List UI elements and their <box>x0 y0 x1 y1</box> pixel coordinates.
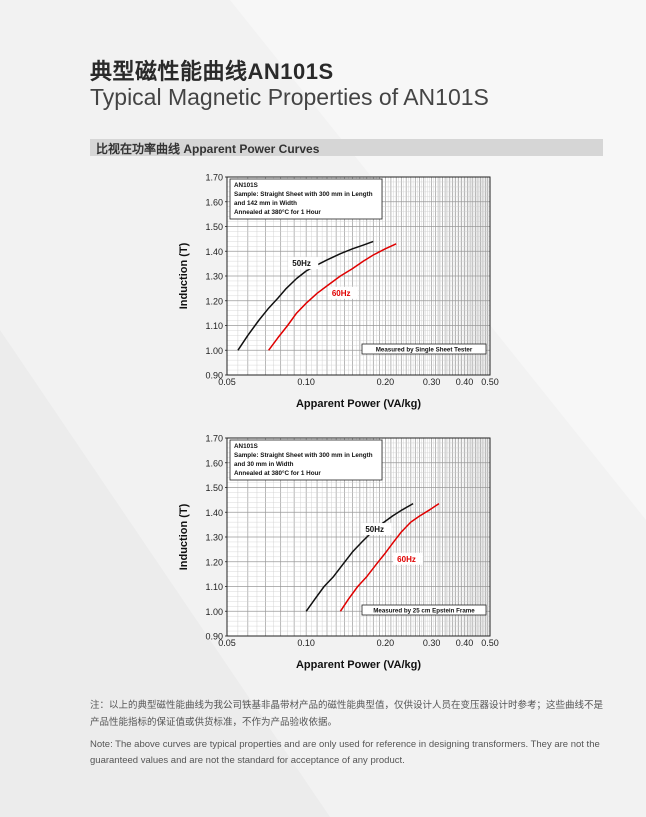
y-tick-label: 1.70 <box>205 434 223 444</box>
chart-svg-2: 0.90 1.00 1.10 1.20 1.30 1.40 1.50 1.60 1.70 0.05… <box>178 434 499 672</box>
x-tick-label: 0.40 <box>456 377 474 387</box>
series-label-bg <box>393 552 424 565</box>
y-tick-label: 1.00 <box>205 346 223 356</box>
y-tick-label: 1.60 <box>205 197 223 207</box>
y-tick-label: 1.60 <box>205 458 223 468</box>
series-label-bg <box>327 286 358 299</box>
series-line-50hz <box>237 240 374 351</box>
chart-svg-1: 0.90 1.00 1.10 1.20 1.30 1.40 1.50 1.60 1.70 0.05… <box>178 173 499 411</box>
series-label-bg <box>288 257 319 270</box>
y-tick-label: 1.00 <box>205 607 223 617</box>
y-axis-label: Induction (T) <box>178 242 190 309</box>
y-tick-label: 1.70 <box>205 173 223 183</box>
series-label-50hz: 50Hz <box>288 257 319 270</box>
series-line-50hz <box>305 502 414 612</box>
info-box-line: and 30 mm in Width <box>234 461 294 468</box>
y-axis-label: Induction (T) <box>178 503 190 570</box>
y-tick-label: 0.90 <box>205 371 223 381</box>
info-box-frame <box>229 178 383 220</box>
y-tick-label: 1.10 <box>205 582 223 592</box>
x-tick-label: 0.10 <box>297 638 315 648</box>
series-label-text: 50Hz <box>365 525 384 534</box>
series-line-60hz <box>339 502 440 612</box>
section-title: 比视在功率曲线 Apparent Power Curves <box>96 142 320 156</box>
x-tick-label: 0.05 <box>218 638 236 648</box>
info-box-line: Annealed at 380°C for 1 Hour <box>234 208 321 216</box>
series-label-60hz: 60Hz <box>327 286 358 299</box>
info-box-frame <box>229 439 383 481</box>
info-box-line: and 142 mm in Width <box>234 200 297 207</box>
x-axis-label: Apparent Power (VA/kg) <box>296 398 421 410</box>
y-tick-label: 1.30 <box>205 272 223 282</box>
method-label-frame <box>361 604 487 616</box>
y-tick-label: 1.50 <box>205 222 223 232</box>
info-box-line: AN101S <box>234 443 258 450</box>
chart-single-sheet: 0.90 1.00 1.10 1.20 1.30 1.40 1.50 1.60 1.70 0.05… <box>170 167 530 412</box>
x-tick-label: 0.40 <box>456 638 474 648</box>
y-tick-label: 1.40 <box>205 247 223 257</box>
y-tick-label: 1.40 <box>205 508 223 518</box>
note-chinese: 注：以上的典型磁性能曲线为我公司铁基非晶带材产品的磁性能典型值，仅供设计人员在变… <box>90 700 604 728</box>
info-box: AN101S Sample: Straight Sheet with 300 mm… <box>229 439 383 481</box>
info-box-line: Sample: Straight Sheet with 300 mm in Le… <box>234 452 373 459</box>
y-tick-label: 0.90 <box>205 632 223 642</box>
x-tick-label: 0.30 <box>423 377 441 387</box>
info-box-line: Annealed at 380°C for 1 Hour <box>234 469 321 477</box>
chart-epstein-frame: 0.90 1.00 1.10 1.20 1.30 1.40 1.50 1.60 1.70 0.05… <box>170 428 530 673</box>
info-box: AN101S Sample: Straight Sheet with 300 mm… <box>229 178 383 220</box>
method-label-box: Measured by Single Sheet Tester <box>361 343 487 355</box>
x-tick-label: 0.50 <box>481 638 499 648</box>
series-label-bg <box>361 523 392 536</box>
method-label: Measured by 25 cm Epstein Frame <box>373 608 475 615</box>
y-tick-label: 1.50 <box>205 483 223 493</box>
series-label-60hz: 60Hz <box>393 552 424 565</box>
series-label-50hz: 50Hz <box>361 523 392 536</box>
x-tick-label: 0.20 <box>377 638 395 648</box>
series-label-text: 50Hz <box>292 259 311 268</box>
page-title-en: Typical Magnetic Properties of AN101S <box>90 84 489 110</box>
info-box-line: AN101S <box>234 182 258 189</box>
y-tick-label: 1.20 <box>205 557 223 567</box>
x-tick-label: 0.05 <box>218 377 236 387</box>
y-tick-label: 1.30 <box>205 533 223 543</box>
series-label-text: 60Hz <box>397 555 416 564</box>
y-tick-label: 1.10 <box>205 321 223 331</box>
method-label: Measured by Single Sheet Tester <box>376 347 473 354</box>
x-tick-label: 0.20 <box>377 377 395 387</box>
x-tick-label: 0.50 <box>481 377 499 387</box>
x-axis-label: Apparent Power (VA/kg) <box>296 659 421 671</box>
method-label-frame <box>361 343 487 355</box>
info-box-line: Sample: Straight Sheet with 300 mm in Le… <box>234 191 373 198</box>
page-title-cn: 典型磁性能曲线AN101S <box>90 59 334 84</box>
y-tick-label: 1.20 <box>205 296 223 306</box>
x-tick-label: 0.10 <box>297 377 315 387</box>
series-label-text: 60Hz <box>332 289 351 298</box>
series-line-60hz <box>267 243 397 351</box>
note-english: Note: The above curves are typical prope… <box>90 739 600 766</box>
x-tick-label: 0.30 <box>423 638 441 648</box>
section-header: 比视在功率曲线 Apparent Power Curves <box>90 139 603 156</box>
method-label-box: Measured by 25 cm Epstein Frame <box>361 604 487 616</box>
